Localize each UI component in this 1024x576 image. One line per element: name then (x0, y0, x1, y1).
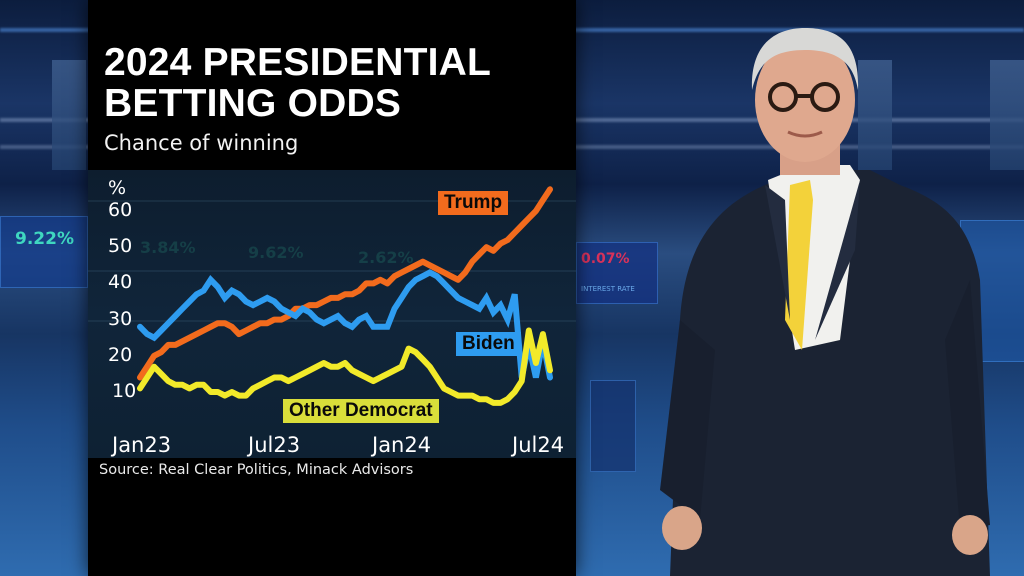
background-market-screen: 9.22% (0, 216, 88, 288)
y-tick-60: 60 (108, 199, 133, 221)
presenter-tie (785, 180, 813, 350)
y-tick-10: 10 (112, 380, 137, 402)
y-tick-40: 40 (108, 271, 133, 293)
presenter-hand (952, 515, 988, 555)
chart-title-line2: BETTING ODDS (104, 82, 402, 125)
presenter-right-arm (945, 280, 990, 530)
y-tick-50: 50 (108, 235, 133, 257)
other-democrat-label: Other Democrat (283, 399, 439, 423)
presenter (660, 28, 990, 576)
presenter-left-arm (660, 320, 715, 520)
presenter-mouth (787, 130, 823, 138)
chart-title: 2024 PRESIDENTIAL BETTING ODDS (104, 42, 491, 124)
y-tick-20: 20 (108, 344, 133, 366)
presenter-suit (670, 170, 990, 576)
y-axis-unit: % (108, 177, 127, 199)
source-note: Source: Real Clear Politics, Minack Advi… (99, 462, 414, 478)
x-tick-jan24: Jan24 (372, 433, 432, 457)
chart-area: 3.84% 9.62% 2.62% % 60 50 40 30 20 10 Ja… (88, 170, 576, 458)
studio-pillar (52, 60, 86, 170)
other-democrat-line (137, 327, 553, 406)
x-tick-jul24: Jul24 (512, 433, 565, 457)
background-gridline (88, 200, 576, 202)
rate-value: 0.07% (581, 251, 630, 267)
presenter-lapel (815, 180, 860, 340)
glasses-icon (768, 82, 840, 112)
graphics-panel: 2024 PRESIDENTIAL BETTING ODDS Chance of… (88, 0, 576, 576)
background-screen (590, 380, 636, 472)
background-gridline (88, 270, 576, 272)
presenter-hair (751, 28, 859, 90)
presenter-lapel (765, 185, 790, 320)
background-rate-screen: 0.07% INTEREST RATE (576, 242, 658, 304)
presenter-hand (662, 506, 702, 550)
chart-subtitle: Chance of winning (104, 131, 299, 155)
biden-label: Biden (456, 332, 521, 356)
x-tick-jul23: Jul23 (248, 433, 301, 457)
line-plot (137, 186, 553, 406)
studio-pillar (990, 60, 1024, 170)
chart-title-line1: 2024 PRESIDENTIAL (104, 41, 492, 84)
rate-label: INTEREST RATE (581, 285, 635, 293)
market-value: 9.22% (15, 229, 74, 249)
y-tick-30: 30 (108, 308, 133, 330)
trump-line (137, 186, 553, 381)
studio-pillar (858, 60, 892, 170)
background-ghost-value: 3.84% (140, 238, 196, 257)
background-ghost-value: 2.62% (358, 248, 414, 267)
trump-label: Trump (438, 191, 509, 215)
x-tick-jan23: Jan23 (112, 433, 172, 457)
background-ghost-value: 9.62% (248, 243, 304, 262)
presenter-head (755, 38, 855, 162)
biden-line (137, 269, 553, 381)
